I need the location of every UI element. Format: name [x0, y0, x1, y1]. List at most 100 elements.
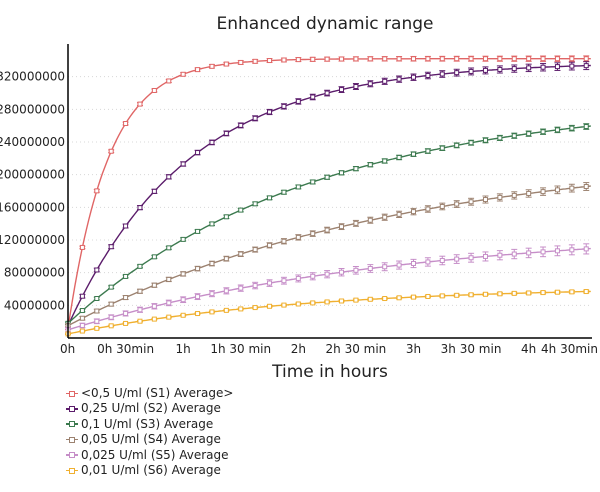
data-point: [540, 64, 546, 70]
data-point: [396, 211, 402, 217]
legend-item: 0,01 U/ml (S6) Average: [66, 463, 233, 478]
data-point: [123, 320, 129, 326]
data-point: [497, 291, 503, 297]
data-point: [267, 109, 273, 115]
legend-swatch: [66, 435, 78, 445]
data-point: [209, 139, 215, 145]
legend-label: 0,05 U/ml (S4) Average: [81, 432, 221, 447]
data-point: [339, 269, 345, 275]
legend-item: <0,5 U/ml (S1) Average>: [66, 386, 233, 401]
data-point: [454, 292, 460, 298]
data-point: [353, 297, 359, 303]
data-point: [123, 121, 129, 127]
data-point: [511, 133, 517, 139]
data-point: [353, 56, 359, 62]
data-point: [209, 261, 215, 267]
data-point: [367, 162, 373, 168]
data-point: [281, 302, 287, 308]
data-point: [79, 322, 85, 328]
data-point: [439, 293, 445, 299]
y-tick-labels: 40000000 80000000 120000000 160000000 200000…: [0, 70, 65, 313]
data-point: [339, 87, 345, 93]
data-point: [583, 56, 589, 62]
data-point: [108, 323, 114, 329]
data-point: [382, 296, 388, 302]
data-point: [295, 301, 301, 307]
data-point: [353, 84, 359, 90]
data-point: [79, 244, 85, 250]
data-point: [123, 223, 129, 229]
data-point: [468, 68, 474, 74]
data-point: [554, 248, 560, 254]
x-tick-label: 0h 30min: [97, 342, 154, 356]
data-point: [482, 137, 488, 143]
data-point: [223, 288, 229, 294]
data-point: [396, 56, 402, 62]
data-point: [540, 189, 546, 195]
x-tick-label: 0h: [60, 342, 75, 356]
x-tick-label: 4h: [521, 342, 536, 356]
legend-item: 0,1 U/ml (S3) Average: [66, 417, 233, 432]
data-point: [324, 90, 330, 96]
data-point: [123, 310, 129, 316]
data-point: [137, 101, 143, 107]
legend-item: 0,025 U/ml (S5) Average: [66, 448, 233, 463]
data-point: [439, 145, 445, 151]
data-point: [339, 56, 345, 62]
data-point: [540, 290, 546, 296]
data-point: [324, 271, 330, 277]
data-point: [166, 174, 172, 180]
data-point: [223, 214, 229, 220]
data-point: [310, 179, 316, 185]
y-tick-label: 200000000: [0, 168, 65, 182]
data-point: [166, 245, 172, 251]
y-tick-label: 160000000: [0, 200, 65, 214]
y-tick-label: 320000000: [0, 70, 65, 84]
data-point: [209, 221, 215, 227]
data-point: [482, 56, 488, 62]
data-point: [310, 231, 316, 237]
data-point: [425, 56, 431, 62]
data-point: [511, 290, 517, 296]
data-point: [267, 58, 273, 64]
data-point: [339, 298, 345, 304]
data-point: [410, 260, 416, 266]
data-point: [324, 56, 330, 62]
data-point: [497, 66, 503, 72]
legend-swatch: [66, 466, 78, 476]
data-point: [195, 311, 201, 317]
data-point: [79, 328, 85, 334]
data-point: [281, 278, 287, 284]
data-point: [281, 57, 287, 63]
data-point: [209, 291, 215, 297]
data-point: [497, 56, 503, 62]
legend-label: 0,25 U/ml (S2) Average: [81, 401, 221, 416]
series-2: [65, 61, 591, 329]
series-4: [65, 182, 591, 329]
data-point: [137, 205, 143, 211]
x-tick-label: 1h: [176, 342, 191, 356]
data-point: [410, 294, 416, 300]
data-point: [79, 293, 85, 299]
data-point: [151, 303, 157, 309]
data-point: [583, 184, 589, 190]
data-point: [137, 318, 143, 324]
data-point: [554, 127, 560, 133]
data-point: [295, 234, 301, 240]
data-point: [238, 306, 244, 312]
data-point: [252, 283, 258, 289]
data-point: [396, 76, 402, 82]
data-point: [540, 56, 546, 62]
data-point: [108, 284, 114, 290]
data-point: [151, 282, 157, 288]
data-point: [382, 264, 388, 270]
data-point: [497, 194, 503, 200]
data-point: [267, 280, 273, 286]
data-point: [94, 295, 100, 301]
data-point: [425, 73, 431, 79]
legend-label: 0,01 U/ml (S6) Average: [81, 462, 221, 477]
data-point: [267, 195, 273, 201]
data-point: [166, 78, 172, 84]
series-5: [65, 243, 591, 333]
data-point: [281, 238, 287, 244]
